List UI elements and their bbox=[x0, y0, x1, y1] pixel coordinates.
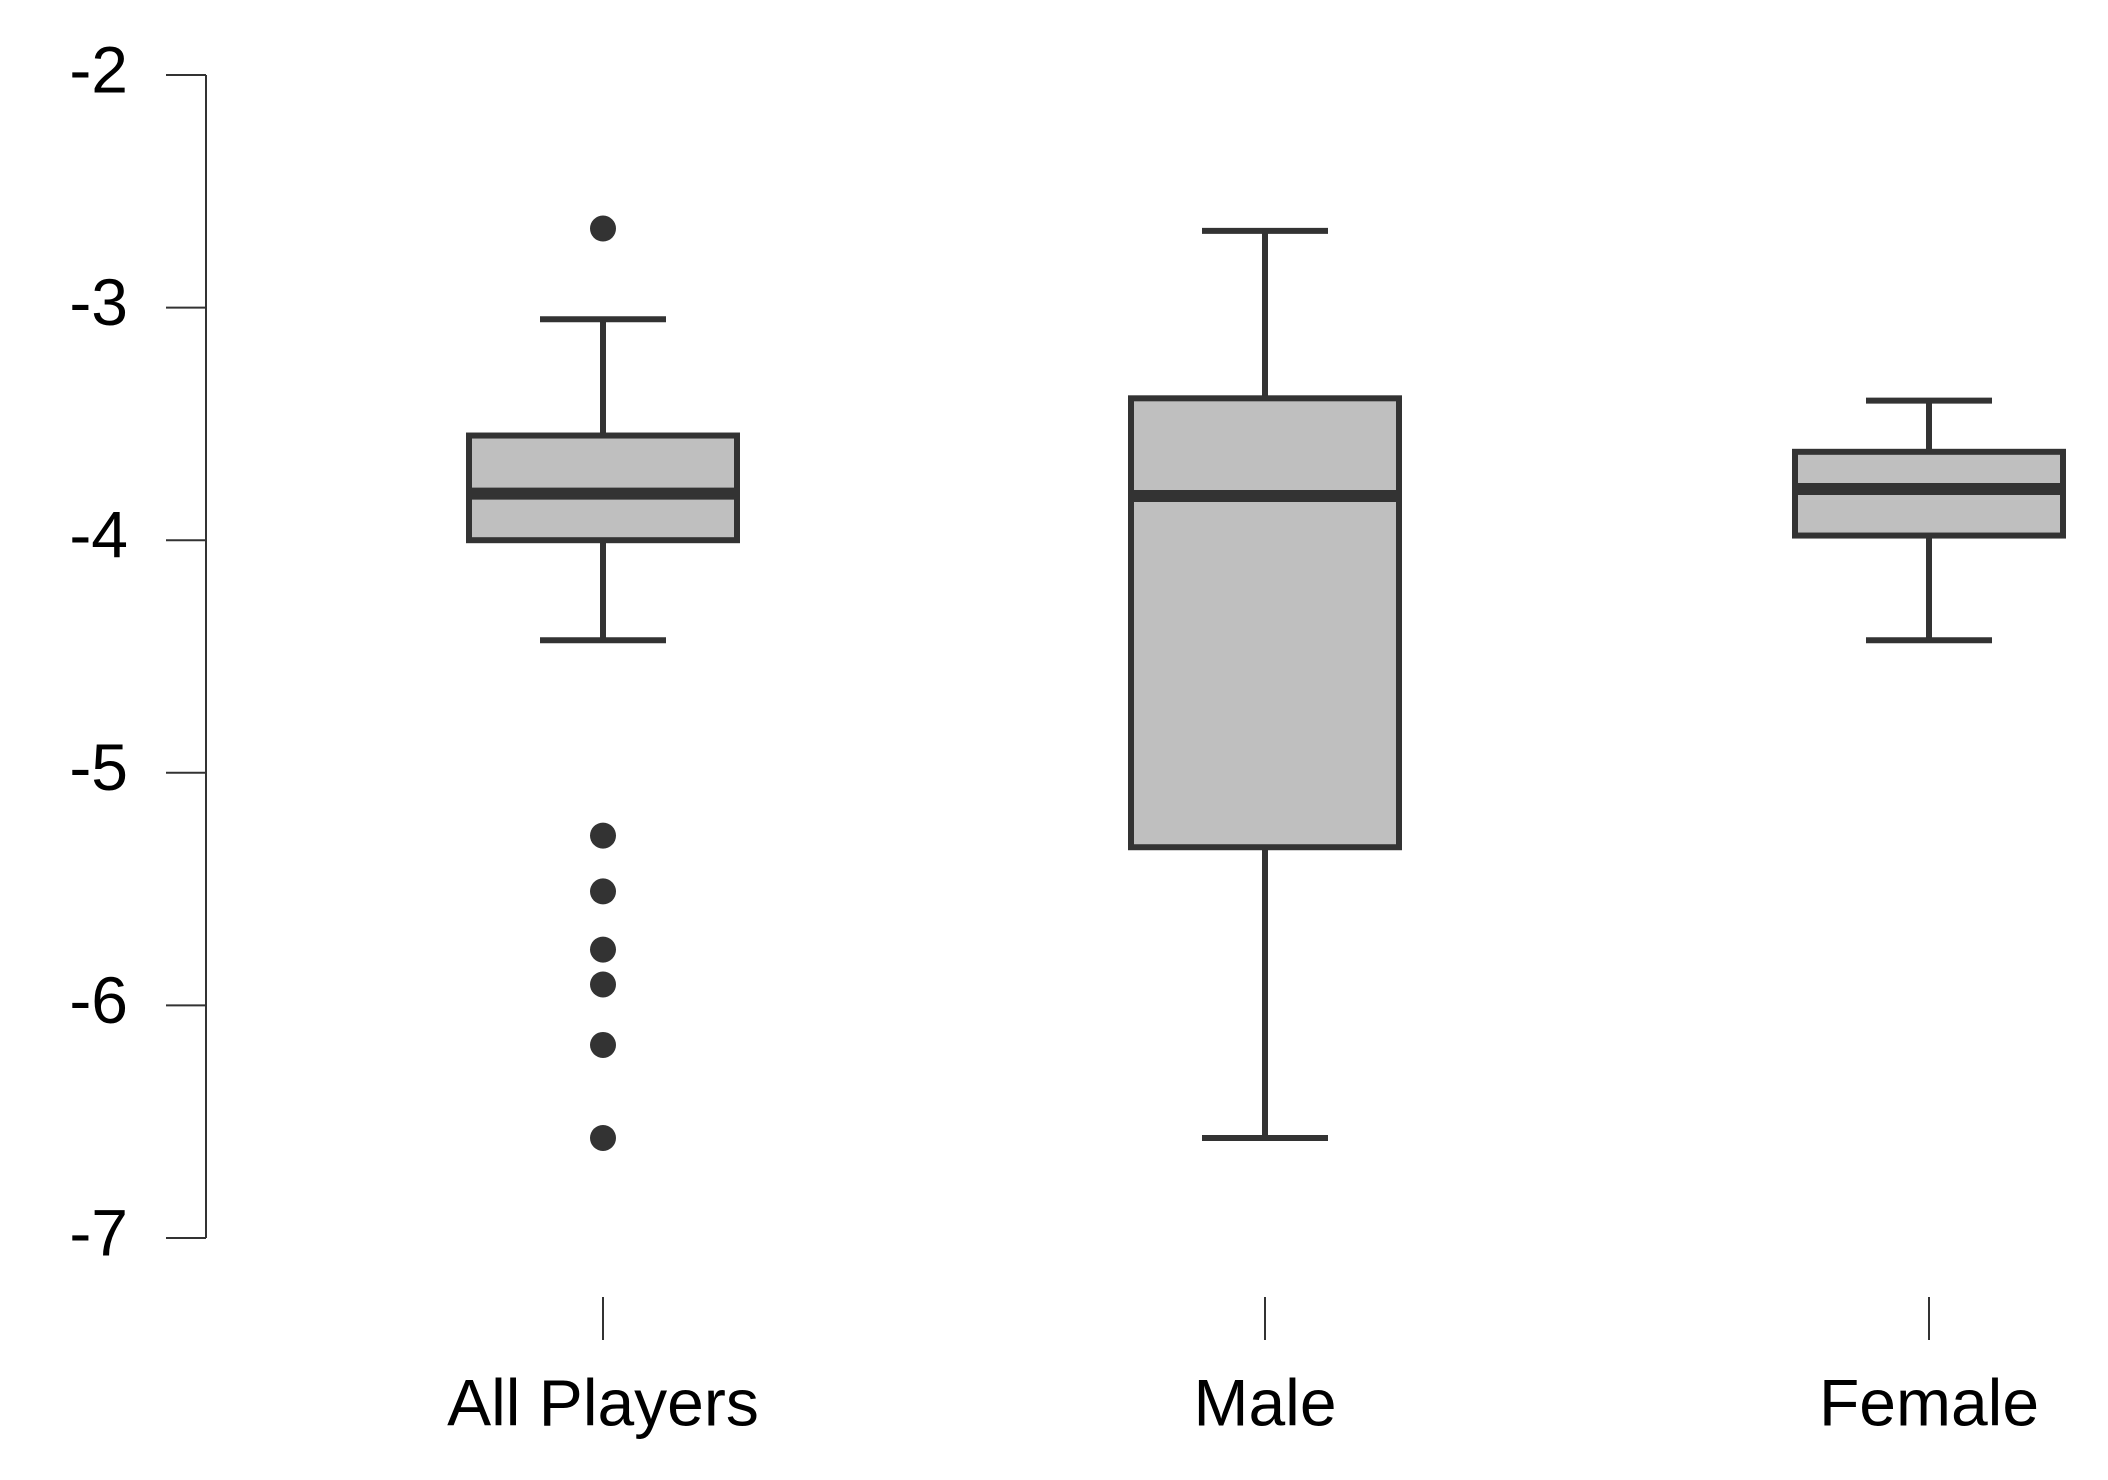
box bbox=[1128, 395, 1402, 851]
outlier bbox=[590, 936, 616, 963]
y-tick-label: -2 bbox=[69, 32, 128, 106]
outlier bbox=[590, 822, 616, 849]
x-tick-label: Female bbox=[1819, 1365, 2039, 1439]
y-tick-label: -7 bbox=[69, 1195, 128, 1269]
outlier bbox=[590, 878, 616, 905]
outlier bbox=[590, 215, 616, 242]
y-tick-label: -6 bbox=[69, 963, 128, 1037]
y-tick-label: -5 bbox=[69, 730, 128, 804]
x-tick-label: Male bbox=[1193, 1365, 1336, 1439]
outlier bbox=[590, 971, 616, 998]
x-tick-label: All Players bbox=[447, 1365, 759, 1439]
y-tick-label: -4 bbox=[69, 498, 128, 572]
outlier bbox=[590, 1031, 616, 1058]
y-tick-label: -3 bbox=[69, 265, 128, 339]
outlier bbox=[590, 1124, 616, 1151]
